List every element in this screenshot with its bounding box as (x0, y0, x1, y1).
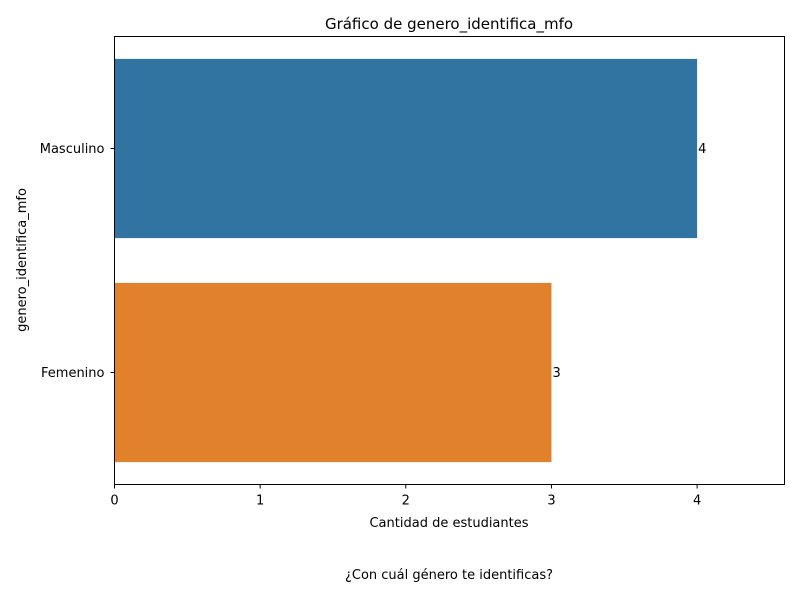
y-axis-label: genero_identifica_mfo (15, 188, 30, 332)
x-tick-label: 0 (110, 494, 118, 509)
bar-femenino (114, 282, 552, 463)
y-axis: Masculino Femenino (40, 142, 115, 381)
bar-masculino (114, 58, 698, 239)
data-label-femenino: 3 (552, 366, 560, 381)
x-tick-label: 1 (256, 494, 264, 509)
plot-area-frame (114, 36, 785, 485)
x-axis: 0 1 2 3 4 (110, 484, 701, 509)
x-tick-label: 3 (547, 494, 555, 509)
chart-caption: ¿Con cuál género te identificas? (345, 568, 553, 583)
data-label-masculino: 4 (698, 142, 706, 157)
data-labels-layer: 43 (552, 142, 706, 381)
y-tick-label-masculino: Masculino (40, 142, 105, 157)
chart-title: Gráfico de genero_identifica_mfo (325, 15, 573, 34)
bars-layer (114, 58, 698, 463)
y-tick-label-femenino: Femenino (41, 366, 105, 381)
x-axis-label: Cantidad de estudiantes (369, 516, 528, 531)
x-tick-label: 2 (402, 494, 410, 509)
x-tick-label: 4 (693, 494, 701, 509)
